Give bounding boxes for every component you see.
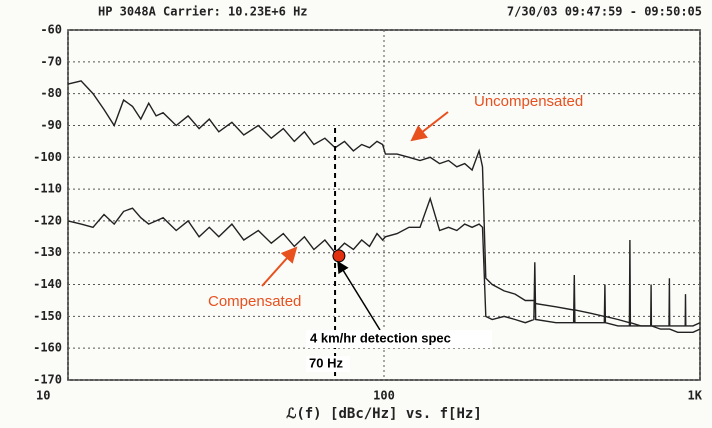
x-tick-label: 1K: [688, 389, 703, 403]
arrow: [410, 111, 449, 142]
header-left: HP 3048A Carrier: 10.23E+6 Hz: [98, 5, 308, 19]
arrow: [261, 246, 298, 287]
header-right: 7/30/03 09:47:59 - 09:50:05: [507, 5, 702, 19]
y-tick-label: -110: [33, 182, 62, 196]
x-tick-label: 100: [373, 389, 395, 403]
reference-label: 70 Hz: [309, 355, 343, 370]
y-tick-label: -100: [33, 150, 62, 164]
spec-point: [332, 249, 346, 263]
y-tick-label: -70: [40, 54, 62, 68]
arrow: [337, 260, 381, 331]
spec-label: 4 km/hr detection spec: [310, 330, 451, 345]
y-tick-label: -170: [33, 373, 62, 387]
y-tick-label: -80: [40, 86, 62, 100]
y-tick-label: -60: [40, 23, 62, 37]
y-tick-label: -160: [33, 341, 62, 355]
y-tick-label: -120: [33, 213, 62, 227]
series-line: [67, 196, 701, 327]
y-tick-label: -140: [33, 277, 62, 291]
label-box: [306, 356, 350, 372]
y-tick-label: -90: [40, 118, 62, 132]
y-tick-label: -130: [33, 245, 62, 259]
y-tick-label: -150: [33, 309, 62, 323]
label-box: [306, 330, 492, 348]
annotation: Uncompensated: [474, 93, 583, 110]
x-tick-label: 10: [36, 389, 50, 403]
x-axis-label: ℒ(f) [dBc/Hz] vs. f[Hz]: [286, 406, 482, 422]
annotation: Compensated: [208, 293, 301, 310]
